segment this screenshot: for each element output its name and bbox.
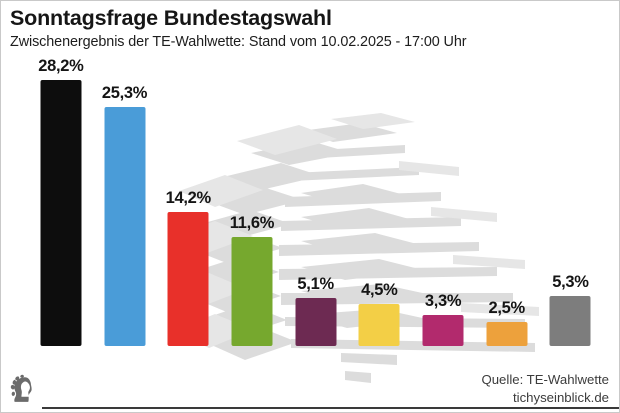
bar-sonst[interactable] bbox=[549, 296, 591, 346]
bar-value-label: 4,5% bbox=[361, 280, 398, 299]
website-label: tichyseinblick.de bbox=[512, 390, 609, 405]
bar-slot: 2,5% bbox=[475, 63, 539, 346]
bar-slot: 4,5% bbox=[348, 63, 412, 346]
page-subtitle: Zwischenergebnis der TE-Wahlwette: Stand… bbox=[10, 34, 467, 50]
bar-union[interactable] bbox=[40, 79, 82, 346]
bar-chart-plot: 28,2% 25,3% 14,2% 11,6% 5,1% 4,5% 3,3% 2,5% 5,3%… bbox=[29, 57, 619, 409]
bar-value-label: 11,6% bbox=[229, 213, 275, 232]
bar-slot: 28,2% bbox=[29, 57, 93, 346]
classical-head-profile-icon bbox=[10, 374, 32, 402]
bar-slot: 5,1% bbox=[284, 63, 348, 346]
bar-fdp[interactable] bbox=[358, 303, 400, 346]
bar-slot: 14,2% bbox=[156, 63, 220, 346]
source-label: Quelle: TE-Wahlwette bbox=[481, 372, 609, 387]
bar-slot: 3,3% bbox=[411, 63, 475, 346]
bar-value-label: 28,2% bbox=[38, 56, 84, 75]
bar-value-label: 5,3% bbox=[552, 273, 589, 292]
bar-value-label: 14,2% bbox=[165, 189, 212, 208]
bar-gr-ne[interactable] bbox=[231, 236, 273, 346]
bar-value-label: 2,5% bbox=[488, 299, 526, 318]
bar-linke[interactable] bbox=[422, 314, 464, 346]
bar-value-label: 3,3% bbox=[424, 291, 462, 310]
bar-spd[interactable] bbox=[167, 212, 209, 346]
bar-slot: 25,3% bbox=[93, 63, 157, 346]
bar-value-label: 25,3% bbox=[101, 84, 148, 103]
bar-slot: 5,3% bbox=[539, 63, 603, 346]
x-axis-line bbox=[42, 407, 619, 409]
bar-slot: 11,6% bbox=[220, 63, 284, 346]
page-title: Sonntagsfrage Bundestagswahl bbox=[10, 6, 332, 30]
bar-bsw[interactable] bbox=[295, 297, 337, 346]
bar-fw[interactable] bbox=[486, 322, 528, 346]
bar-value-label: 5,1% bbox=[297, 274, 334, 293]
bar-afd[interactable] bbox=[104, 107, 146, 346]
